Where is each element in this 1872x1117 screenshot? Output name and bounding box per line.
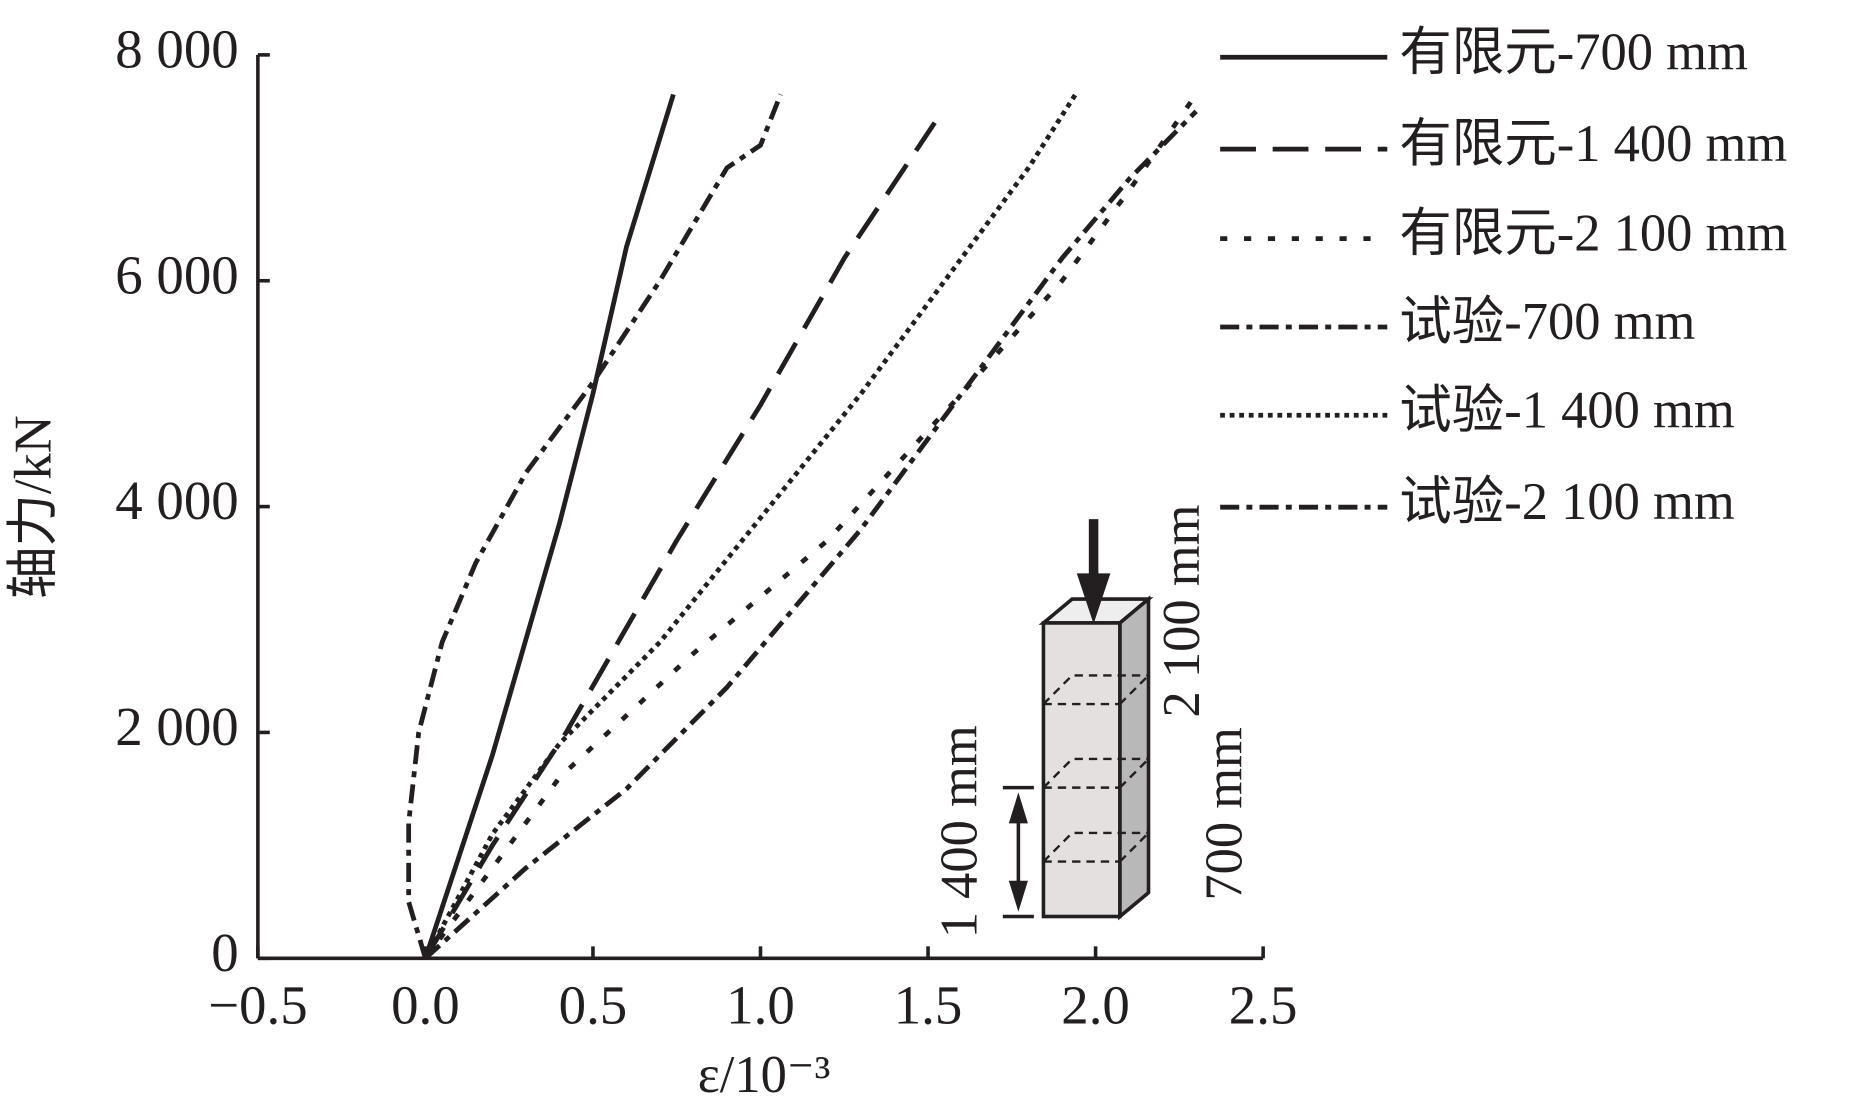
load-arrow-head bbox=[1076, 573, 1111, 624]
x-tick-label: 0.5 bbox=[559, 974, 628, 1035]
dim-arrow bbox=[1008, 880, 1028, 912]
legend-label: 有限元-1 400 mm bbox=[1399, 115, 1787, 173]
x-tick-label: 1.0 bbox=[726, 974, 795, 1035]
series-line bbox=[423, 93, 676, 960]
x-tick-label: 0.0 bbox=[391, 974, 460, 1035]
inset-label: 2 100 mm bbox=[1153, 504, 1211, 717]
series-line bbox=[423, 93, 1078, 960]
x-tick-label: 2.5 bbox=[1229, 974, 1298, 1035]
inset-label: 1 400 mm bbox=[931, 725, 989, 938]
y-tick-label: 4 000 bbox=[115, 470, 239, 531]
y-tick-label: 6 000 bbox=[115, 244, 239, 305]
legend-label: 试验-700 mm bbox=[1399, 293, 1695, 351]
column-front bbox=[1041, 621, 1122, 919]
x-tick-label: 1.5 bbox=[894, 974, 963, 1035]
y-tick-label: 8 000 bbox=[115, 18, 239, 79]
y-tick-label: 2 000 bbox=[115, 696, 239, 757]
y-tick-label: 0 bbox=[211, 922, 238, 983]
y-axis-label: 轴力/kN bbox=[4, 415, 62, 599]
legend-label: 试验-1 400 mm bbox=[1399, 381, 1735, 439]
dim-arrow bbox=[1008, 792, 1028, 824]
x-axis-label: ε/10⁻³ bbox=[698, 1046, 831, 1104]
legend-label: 有限元-2 100 mm bbox=[1399, 205, 1787, 263]
legend-label: 有限元-700 mm bbox=[1399, 23, 1748, 81]
legend-label: 试验-2 100 mm bbox=[1399, 473, 1735, 531]
inset-column bbox=[1002, 519, 1154, 921]
series-line bbox=[406, 93, 783, 959]
x-tick-label: −0.5 bbox=[208, 974, 308, 1035]
x-tick-label: 2.0 bbox=[1061, 974, 1130, 1035]
section-lines bbox=[1042, 674, 1150, 863]
inset-label: 700 mm bbox=[1196, 727, 1254, 901]
series-line bbox=[423, 121, 937, 960]
series-line bbox=[423, 93, 1199, 960]
